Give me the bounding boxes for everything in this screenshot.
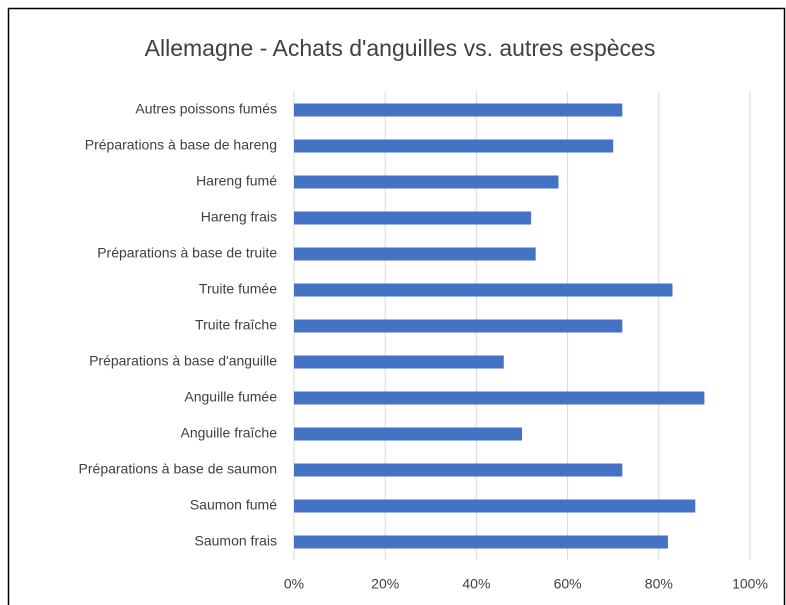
x-tick-label: 100% <box>732 576 768 592</box>
y-tick-label: Hareng fumé <box>196 173 277 189</box>
y-tick-label: Truite fraîche <box>195 317 277 333</box>
bar <box>294 283 673 297</box>
bar <box>294 355 504 369</box>
y-tick-label: Saumon frais <box>195 533 277 549</box>
x-tick-label: 0% <box>284 576 304 592</box>
y-tick-label: Truite fumée <box>199 281 277 297</box>
y-tick-label: Anguille fraîche <box>180 425 277 441</box>
bar <box>294 463 623 477</box>
x-tick-label: 20% <box>371 576 399 592</box>
y-tick-label: Préparations à base de hareng <box>85 137 277 153</box>
chart-title: Allemagne - Achats d'anguilles vs. autre… <box>145 35 656 61</box>
bar <box>294 427 522 441</box>
chart-border <box>7 7 786 605</box>
y-tick-label: Autres poissons fumés <box>135 101 277 117</box>
bar <box>294 499 696 513</box>
bar <box>294 139 614 153</box>
x-tick-label: 60% <box>554 576 582 592</box>
x-tick-label: 80% <box>645 576 673 592</box>
y-tick-label: Préparations à base d'anguille <box>89 353 277 369</box>
bar <box>294 211 532 225</box>
bar <box>294 319 623 333</box>
bar <box>294 103 623 117</box>
bar <box>294 391 705 405</box>
x-tick-label: 40% <box>462 576 490 592</box>
y-tick-label: Préparations à base de saumon <box>79 461 277 477</box>
y-tick-label: Anguille fumée <box>184 389 277 405</box>
y-tick-label: Saumon fumé <box>190 497 277 513</box>
y-tick-label: Préparations à base de truite <box>97 245 277 261</box>
bar <box>294 247 536 261</box>
bar <box>294 535 668 549</box>
y-tick-label: Hareng frais <box>201 209 277 225</box>
bar <box>294 175 559 189</box>
